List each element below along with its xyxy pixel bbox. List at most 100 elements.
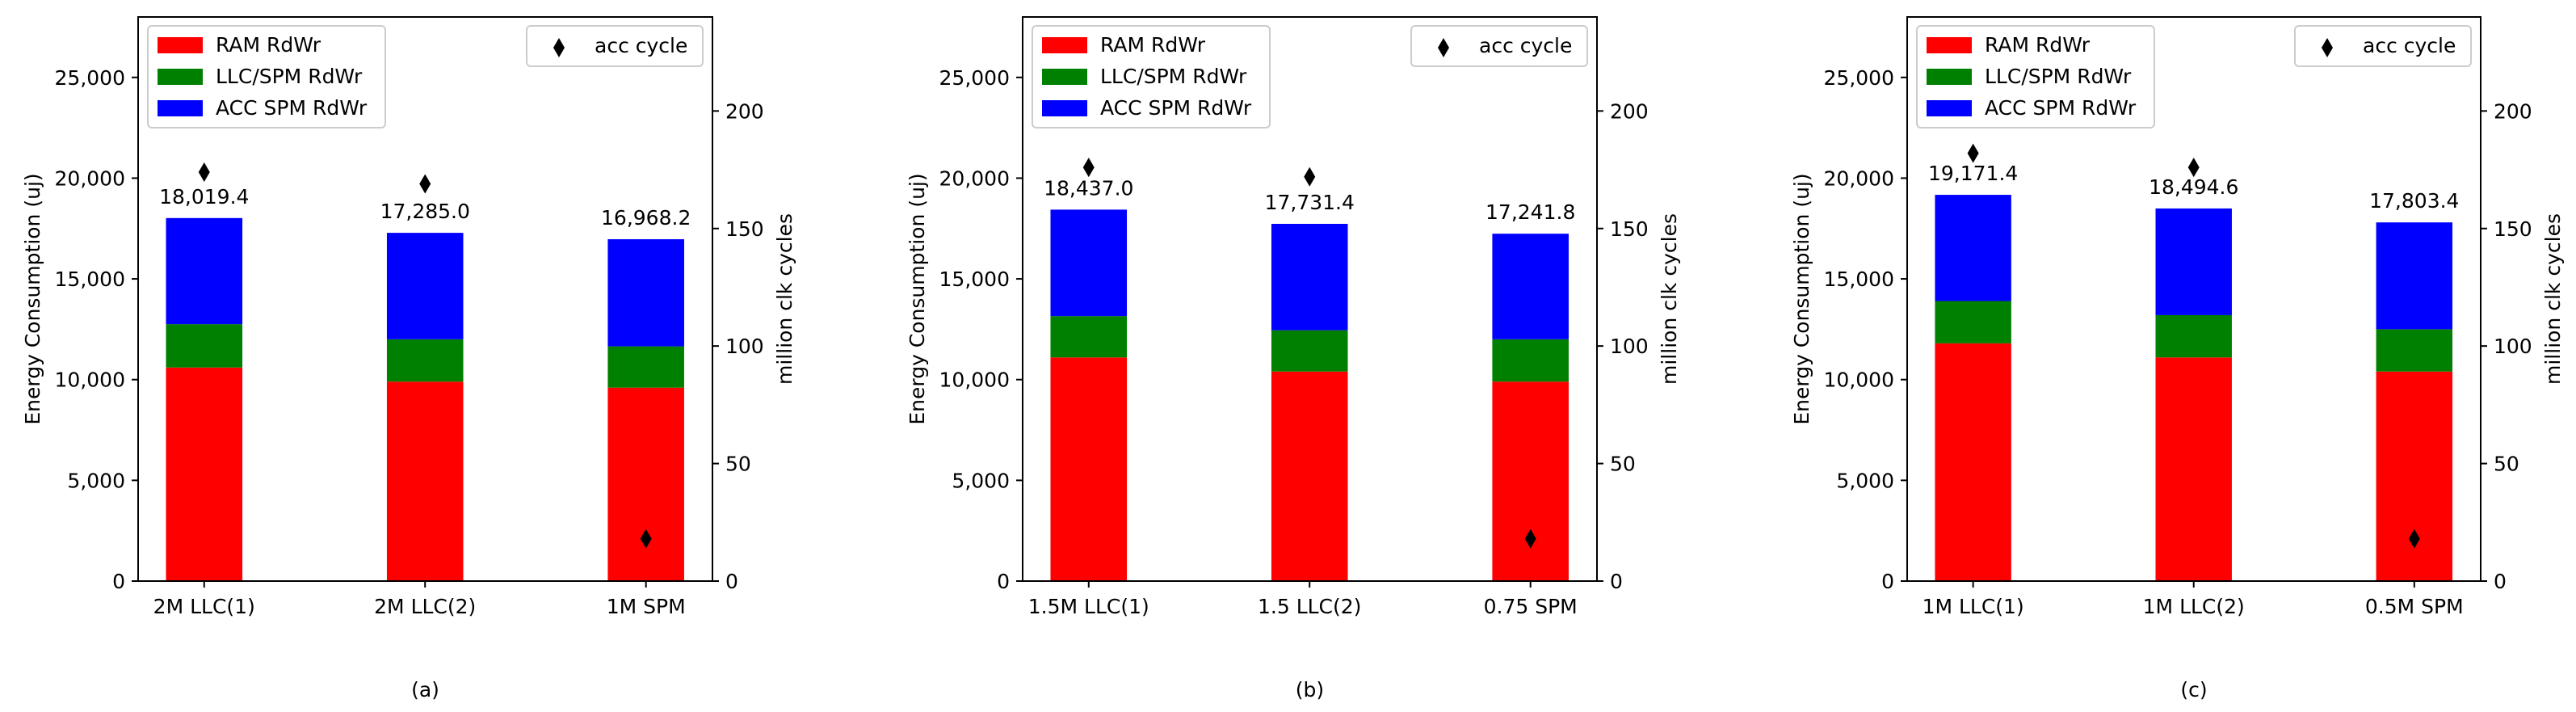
bar-acc-3	[607, 239, 684, 347]
y2-tick-label: 100	[725, 335, 764, 358]
y2-tick-label: 150	[2494, 217, 2532, 241]
legend-label-llc: LLC/SPM RdWr	[1100, 65, 1247, 88]
legend-cycle: acc cycle	[2294, 25, 2472, 67]
y2-axis-label: million clk cycles	[1658, 213, 1681, 385]
legend-swatch-llc	[1042, 69, 1087, 85]
legend-label-ram: RAM RdWr	[216, 33, 321, 57]
bar-ram-3	[1492, 381, 1569, 581]
bar-ram-1	[1935, 343, 2011, 581]
x-tick-label-1: 2M LLC(1)	[153, 595, 255, 618]
subplot-3: 19,171.4 1M LLC(1) 18,494.6 1M LLC(2) 17,803…	[1790, 16, 2565, 701]
bar-acc-3	[1492, 234, 1569, 339]
subplot-caption: (b)	[1296, 678, 1324, 701]
y-tick-label: 10,000	[55, 369, 125, 392]
total-label-2: 17,285.0	[380, 200, 470, 223]
bar-acc-2	[1271, 223, 1348, 331]
legend-label-llc: LLC/SPM RdWr	[216, 65, 363, 88]
legend-series: RAM RdWr LLC/SPM RdWr ACC SPM RdWr	[147, 25, 386, 128]
cycle-marker-2	[419, 174, 431, 194]
legend-label-acc: ACC SPM RdWr	[1100, 96, 1252, 120]
legend-label-ram: RAM RdWr	[1100, 33, 1206, 57]
total-label-1: 18,019.4	[159, 185, 249, 209]
legend-box	[526, 25, 704, 67]
legend-swatch-acc	[1042, 100, 1087, 116]
y2-tick-label: 200	[2494, 99, 2532, 123]
y-tick-label: 5,000	[952, 469, 1010, 492]
y-tick-label: 0	[997, 570, 1010, 593]
y-tick-label: 25,000	[939, 66, 1010, 90]
x-tick-label-2: 1.5 LLC(2)	[1258, 595, 1361, 618]
bar-llc-3	[607, 346, 684, 388]
legend-label-acc: ACC SPM RdWr	[216, 96, 368, 120]
legend-swatch-llc	[158, 69, 203, 85]
legend-label-llc: LLC/SPM RdWr	[1985, 65, 2132, 88]
y2-tick-label: 200	[1610, 99, 1649, 123]
legend-box	[1032, 25, 1271, 128]
legend-label-ram: RAM RdWr	[1985, 33, 2091, 57]
subplot-2: 18,437.0 1.5M LLC(1) 17,731.4 1.5 LLC(2) 17,…	[906, 16, 1681, 701]
bar-ram-2	[2155, 357, 2232, 581]
x-tick-label-2: 1M LLC(2)	[2143, 595, 2245, 618]
total-label-2: 17,731.4	[1265, 191, 1355, 214]
y-axis-label: Energy Consumption (uj)	[1790, 173, 1813, 424]
plot-frame	[1906, 16, 2481, 582]
legend-label-cycle: acc cycle	[2363, 34, 2456, 57]
cycle-marker-3	[640, 529, 652, 549]
cycle-marker-3	[1524, 529, 1536, 549]
y2-tick-label: 100	[1610, 335, 1649, 358]
bar-llc-3	[1492, 339, 1569, 382]
bar-llc-2	[1271, 330, 1348, 372]
bar-acc-3	[2376, 222, 2453, 330]
y-tick-label: 25,000	[55, 66, 125, 90]
x-tick-label-3: 0.75 SPM	[1484, 595, 1578, 618]
legend-swatch-ram	[1042, 37, 1087, 53]
y-tick-label: 20,000	[55, 166, 125, 190]
bar-llc-1	[1935, 301, 2011, 343]
x-tick-label-3: 1M SPM	[607, 595, 686, 618]
y-tick-label: 5,000	[1836, 469, 1894, 492]
cycle-marker-1	[1967, 143, 1979, 163]
bar-ram-3	[607, 387, 684, 581]
bar-ram-1	[1050, 357, 1128, 581]
legend-label-cycle: acc cycle	[1479, 34, 1572, 57]
cycle-marker-2	[1304, 166, 1316, 187]
x-tick-label-1: 1M LLC(1)	[1923, 595, 2024, 618]
x-tick-label-3: 0.5M SPM	[2365, 595, 2464, 618]
y2-axis-label: million clk cycles	[773, 213, 796, 385]
x-tick-label-2: 2M LLC(2)	[374, 595, 476, 618]
bar-ram-2	[386, 381, 464, 581]
legend-box	[1410, 25, 1588, 67]
legend-series: RAM RdWr LLC/SPM RdWr ACC SPM RdWr	[1916, 25, 2155, 128]
bar-llc-1	[1050, 316, 1128, 358]
y-tick-label: 10,000	[1824, 369, 1894, 392]
y-tick-label: 20,000	[1824, 166, 1894, 190]
y-tick-label: 15,000	[939, 268, 1010, 291]
bar-llc-2	[2155, 314, 2232, 358]
y-tick-label: 0	[1881, 570, 1894, 593]
bar-acc-2	[2155, 208, 2232, 315]
legend-label-acc: ACC SPM RdWr	[1985, 96, 2137, 120]
plot-frame	[137, 16, 713, 582]
total-label-3: 17,241.8	[1486, 200, 1575, 224]
y2-tick-label: 0	[725, 570, 738, 593]
y2-tick-label: 50	[2494, 453, 2519, 476]
y2-axis-label: million clk cycles	[2541, 213, 2565, 385]
legend-swatch-acc	[1927, 100, 1972, 116]
y2-tick-label: 150	[725, 217, 764, 241]
y-axis-label: Energy Consumption (uj)	[906, 173, 929, 424]
legend-box	[147, 25, 386, 128]
legend-swatch-ram	[158, 37, 203, 53]
total-label-1: 18,437.0	[1044, 176, 1133, 200]
total-label-3: 16,968.2	[601, 206, 691, 230]
legend-cycle: acc cycle	[526, 25, 704, 67]
bar-acc-1	[1050, 209, 1128, 317]
cycle-marker-3	[2408, 529, 2420, 549]
legend-swatch-acc	[158, 100, 203, 116]
total-label-3: 17,803.4	[2369, 189, 2459, 213]
total-label-1: 19,171.4	[1928, 162, 2018, 185]
bar-llc-2	[386, 339, 464, 382]
legend-series: RAM RdWr LLC/SPM RdWr ACC SPM RdWr	[1032, 25, 1271, 128]
legend-swatch-ram	[1927, 37, 1972, 53]
y-tick-label: 0	[112, 570, 125, 593]
